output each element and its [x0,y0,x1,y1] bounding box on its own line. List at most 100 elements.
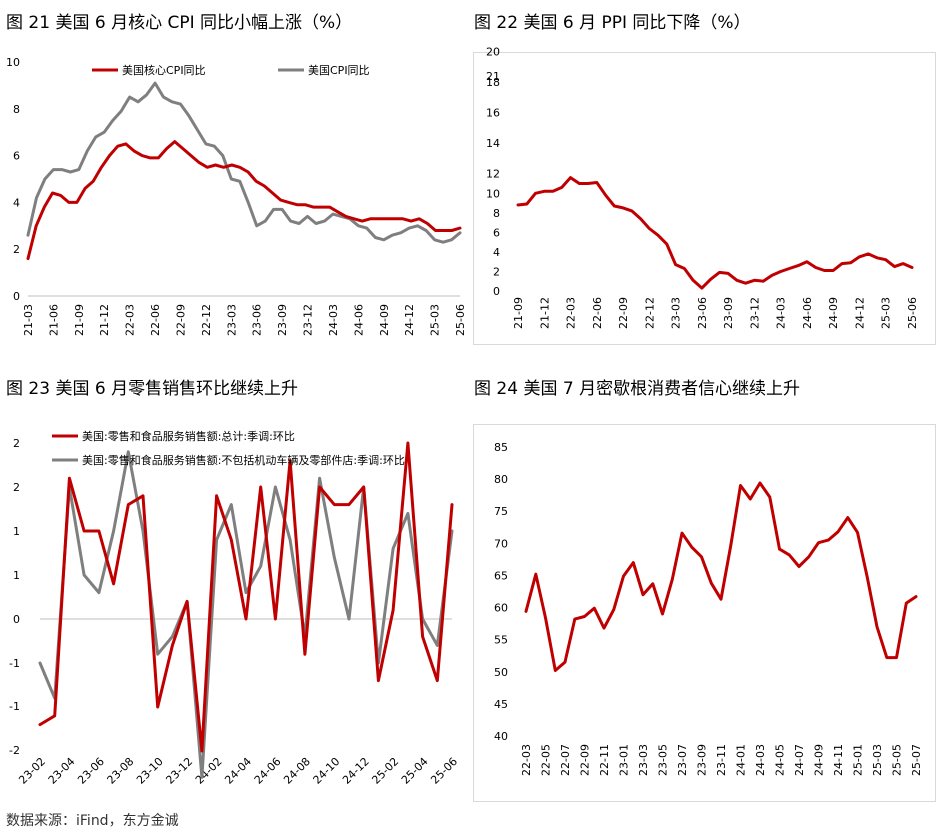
series-line-0 [38,441,454,753]
y-tick-label: 1 [13,525,20,538]
x-tick-label: 24-06 [352,304,365,336]
y-tick-label: 0 [13,290,20,303]
y-tick-label: 40 [494,730,508,743]
x-tick-label: 23-12 [302,304,315,336]
y-tick-label: 2 [13,481,20,494]
x-tick-label: 23-06 [696,297,709,329]
x-tick-label: 22-07 [559,744,572,776]
x-tick-label: 21-12 [538,297,551,329]
y-tick-label: -1 [9,700,20,713]
y-tick-label: 8 [13,103,20,116]
series-line-1 [26,81,462,244]
x-tick-label: 21-03 [22,304,35,336]
x-tick-label: 21-06 [47,304,60,336]
y-tick-label: 10 [6,56,20,69]
x-tick-label: 24-03 [327,304,340,336]
y-tick-label: 10 [486,187,500,200]
x-tick-label: 22-09 [174,304,187,336]
y-tick-label: 60 [494,602,508,615]
legend-label: 美国:零售和食品服务销售额:不包括机动车辆及零部件店:季调:环比 [82,453,405,467]
legend-label: 美国核心CPI同比 [122,63,206,77]
x-tick-label: 24-09 [827,297,840,329]
data-source-note: 数据来源：iFind，东方金诚 [6,813,179,829]
x-tick-label: 25-03 [429,304,442,336]
x-tick-label: 23-09 [696,744,709,776]
x-tick-label: 23-05 [657,744,670,776]
y-tick-label: 12 [486,168,500,181]
legend-label: 美国CPI同比 [308,64,370,77]
x-tick-label: 24-09 [378,304,391,336]
x-tick-label: 22-12 [200,304,213,336]
y-tick-label: 2 [13,437,20,450]
x-tick-label: 23-03 [225,304,238,336]
x-tick-label: 25-05 [891,744,904,776]
chart-title-21: 图 21 美国 6 月核心 CPI 同比小幅上涨（%） [6,13,353,33]
y-tick-label: 21 [486,70,500,83]
x-tick-label: 24-03 [775,297,788,329]
x-tick-label: 23-09 [276,304,289,336]
x-tick-label: 25-06 [906,297,919,329]
x-tick-label: 25-06 [454,304,467,336]
series-line-1 [38,450,454,779]
y-tick-label: 80 [494,473,508,486]
y-tick-label: 18 [486,76,500,89]
series-line-0 [516,176,914,290]
series-line-0 [26,140,462,261]
x-tick-label: 23-07 [676,744,689,776]
x-tick-label: 21-09 [512,297,525,329]
x-tick-label: 23-01 [618,744,631,776]
x-tick-label: 22-09 [617,297,630,329]
y-tick-label: 4 [13,196,20,209]
y-tick-label: 2 [493,265,500,278]
y-tick-label: 4 [493,246,500,259]
x-tick-label: 23-06 [251,304,264,336]
x-tick-label: 25-07 [910,744,923,776]
series-line-0 [524,481,918,672]
x-tick-label: 22-03 [124,304,137,336]
y-tick-label: 2 [13,243,20,256]
y-tick-label: 14 [486,137,500,150]
x-tick-label: 22-11 [598,744,611,776]
x-tick-label: 23-12 [748,297,761,329]
chart-title-22: 图 22 美国 6 月 PPI 同比下降（%） [474,13,751,33]
x-tick-label: 21-12 [98,304,111,336]
y-tick-label: 6 [493,226,500,239]
x-tick-label: 22-03 [565,297,578,329]
y-tick-label: 20 [486,45,500,58]
chart-title-23: 图 23 美国 6 月零售销售环比继续上升 [6,379,299,399]
y-tick-label: 8 [493,207,500,220]
x-tick-label: 24-09 [813,744,826,776]
x-tick-label: 22-06 [591,297,604,329]
x-tick-label: 22-03 [520,744,533,776]
x-tick-label: 22-05 [540,744,553,776]
x-tick-label: 23-03 [637,744,650,776]
y-tick-label: 85 [494,441,508,454]
x-tick-label: 23-11 [715,744,728,776]
x-tick-label: 23-09 [722,297,735,329]
x-tick-label: 21-09 [73,304,86,336]
x-tick-label: 24-07 [793,744,806,776]
x-tick-label: 24-11 [832,744,845,776]
y-tick-label: 16 [486,107,500,120]
x-tick-label: 24-12 [403,304,416,336]
x-tick-label: 24-06 [801,297,814,329]
y-tick-label: -1 [9,657,20,670]
chart-title-24: 图 24 美国 7 月密歇根消费者信心继续上升 [474,379,801,399]
y-tick-label: 1 [13,569,20,582]
y-tick-label: 70 [494,537,508,550]
y-tick-label: 45 [494,698,508,711]
legend-label: 美国:零售和食品服务销售额:总计:季调:环比 [82,429,295,443]
y-tick-label: 6 [13,150,20,163]
y-tick-label: 75 [494,505,508,518]
x-tick-label: 25-03 [871,744,884,776]
x-tick-label: 24-05 [774,744,787,776]
y-tick-label: 65 [494,569,508,582]
y-tick-label: 50 [494,666,508,679]
x-tick-label: 22-06 [149,304,162,336]
y-tick-label: 0 [13,613,20,626]
x-tick-label: 22-12 [643,297,656,329]
